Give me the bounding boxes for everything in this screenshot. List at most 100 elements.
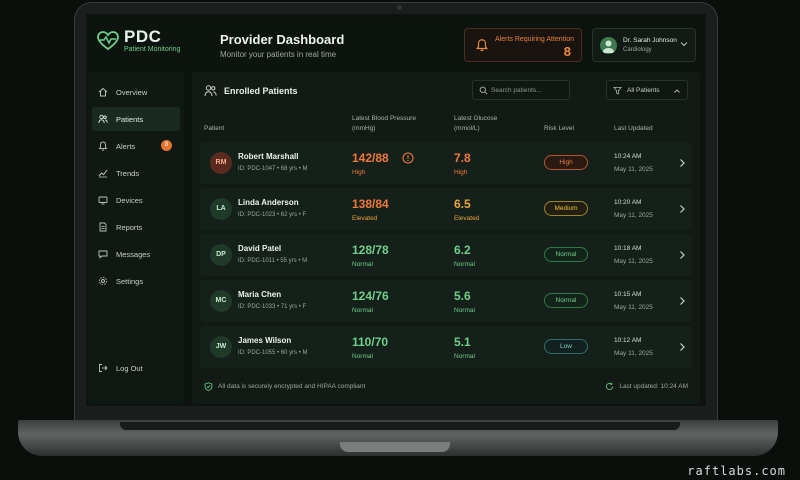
chevron-up-icon: [674, 89, 680, 93]
shield-check-icon: [204, 382, 213, 391]
sidebar: Overview Patients Alerts 8 Trends Device…: [88, 72, 184, 404]
sidebar-item-label: Messages: [116, 249, 151, 259]
alerts-label: Alerts Requiring Attention: [495, 36, 574, 43]
glucose-value: 7.8: [454, 151, 471, 165]
bp-value: 142/88: [352, 151, 389, 165]
users-icon: [98, 114, 108, 124]
table-row[interactable]: DP David Patel ID: PDC-1011 • 55 yrs • M…: [200, 234, 692, 276]
updated-date: May 11, 2025: [614, 304, 653, 311]
laptop-hinge: [120, 422, 680, 430]
user-menu[interactable]: Dr. Sarah Johnson Cardiology: [592, 28, 696, 62]
user-avatar-icon: [602, 40, 615, 53]
user-role: Cardiology: [623, 47, 652, 53]
chevron-right-icon[interactable]: [678, 204, 686, 214]
patient-meta: ID: PDC-1047 • 68 yrs • M: [238, 166, 308, 172]
home-icon: [98, 87, 108, 97]
sidebar-item-overview[interactable]: Overview: [92, 80, 180, 104]
gear-icon: [98, 276, 108, 286]
risk-badge: Normal: [544, 247, 588, 262]
chevron-right-icon[interactable]: [678, 342, 686, 352]
updated-time: 10:24 AM: [614, 153, 642, 160]
bp-value: 124/76: [352, 289, 389, 303]
risk-badge: Normal: [544, 293, 588, 308]
sidebar-item-alerts[interactable]: Alerts 8: [92, 134, 180, 158]
sidebar-item-label: Patients: [116, 114, 144, 124]
logout-icon: [99, 364, 108, 372]
bp-status: Normal: [352, 353, 373, 360]
section-title: Enrolled Patients: [224, 86, 298, 96]
last-updated: Last updated: 10:24 AM: [605, 382, 688, 391]
sidebar-item-messages[interactable]: Messages: [92, 242, 180, 266]
glucose-value: 6.2: [454, 243, 471, 257]
bp-status: High: [352, 169, 366, 176]
laptop-notch: [340, 442, 450, 452]
alerts-badge: 8: [161, 140, 172, 151]
table-row[interactable]: LA Linda Anderson ID: PDC-1023 • 62 yrs …: [200, 188, 692, 230]
updated-date: May 11, 2025: [614, 212, 653, 219]
column-header-glucose: Latest Glucose: [454, 115, 498, 122]
sidebar-item-devices[interactable]: Devices: [92, 188, 180, 212]
bell-icon: [476, 39, 488, 52]
chevron-right-icon[interactable]: [678, 296, 686, 306]
risk-badge: Medium: [544, 201, 588, 216]
patient-name: Linda Anderson: [238, 198, 299, 207]
bp-status: Normal: [352, 307, 373, 314]
updated-time: 10:12 AM: [614, 337, 642, 344]
column-header-risk: Risk Level: [544, 125, 574, 132]
patient-avatar: MC: [210, 290, 232, 312]
bp-status: Normal: [352, 261, 373, 268]
user-name: Dr. Sarah Johnson: [623, 37, 677, 44]
bp-status: Elevated: [352, 215, 378, 222]
brand-logo[interactable]: PDC Patient Monitoring: [96, 28, 180, 53]
patient-avatar: DP: [210, 244, 232, 266]
alerts-count: 8: [563, 44, 571, 59]
bp-value: 110/70: [352, 335, 389, 349]
sidebar-item-reports[interactable]: Reports: [92, 215, 180, 239]
patient-filter-dropdown[interactable]: All Patients: [606, 80, 688, 100]
logout-label: Log Out: [116, 363, 143, 373]
sidebar-item-patients[interactable]: Patients: [92, 107, 180, 131]
refresh-icon: [606, 382, 614, 390]
column-header-bp-unit: (mmHg): [352, 125, 376, 132]
table-row[interactable]: RM Robert Marshall ID: PDC-1047 • 68 yrs…: [200, 142, 692, 184]
table-row[interactable]: MC Maria Chen ID: PDC-1033 • 71 yrs • F …: [200, 280, 692, 322]
patient-name: Maria Chen: [238, 290, 282, 299]
users-icon: [204, 85, 217, 97]
search-input[interactable]: [491, 83, 567, 97]
risk-badge: Low: [544, 339, 588, 354]
updated-time: 10:18 AM: [614, 245, 642, 252]
search-box: [472, 80, 570, 100]
logout-button[interactable]: Log Out: [92, 356, 180, 380]
patient-meta: ID: PDC-1023 • 62 yrs • F: [238, 212, 307, 218]
security-text: All data is securely encrypted and HIPAA…: [218, 383, 366, 390]
device-icon: [98, 196, 108, 205]
watermark: raftlabs.com: [687, 464, 786, 478]
avatar: [600, 37, 617, 54]
bp-value: 138/84: [352, 197, 389, 211]
table-row[interactable]: JW James Wilson ID: PDC-1055 • 60 yrs • …: [200, 326, 692, 368]
sidebar-item-label: Alerts: [116, 141, 136, 151]
chevron-right-icon[interactable]: [678, 250, 686, 260]
trend-icon: [98, 169, 108, 178]
column-header-patient: Patient: [204, 125, 225, 132]
glucose-status: Normal: [454, 307, 475, 314]
security-note: All data is securely encrypted and HIPAA…: [204, 382, 365, 391]
updated-date: May 11, 2025: [614, 166, 653, 173]
patient-meta: ID: PDC-1033 • 71 yrs • F: [238, 304, 307, 310]
brand-tagline: Patient Monitoring: [124, 46, 181, 53]
glucose-status: Elevated: [454, 215, 480, 222]
patient-meta: ID: PDC-1055 • 60 yrs • M: [238, 350, 308, 356]
patient-name: David Patel: [238, 244, 282, 253]
risk-badge: High: [544, 155, 588, 170]
alerts-summary-card[interactable]: Alerts Requiring Attention 8: [464, 28, 582, 62]
chevron-right-icon[interactable]: [678, 158, 686, 168]
top-bar: PDC Patient Monitoring Provider Dashboar…: [86, 14, 706, 70]
heart-pulse-icon: [97, 30, 119, 50]
patient-avatar: JW: [210, 336, 232, 358]
bp-value: 128/78: [352, 243, 389, 257]
page-title: Provider Dashboard: [220, 32, 345, 47]
filter-icon: [613, 86, 622, 95]
camera-dot: [397, 5, 402, 10]
sidebar-item-settings[interactable]: Settings: [92, 269, 180, 293]
sidebar-item-trends[interactable]: Trends: [92, 161, 180, 185]
